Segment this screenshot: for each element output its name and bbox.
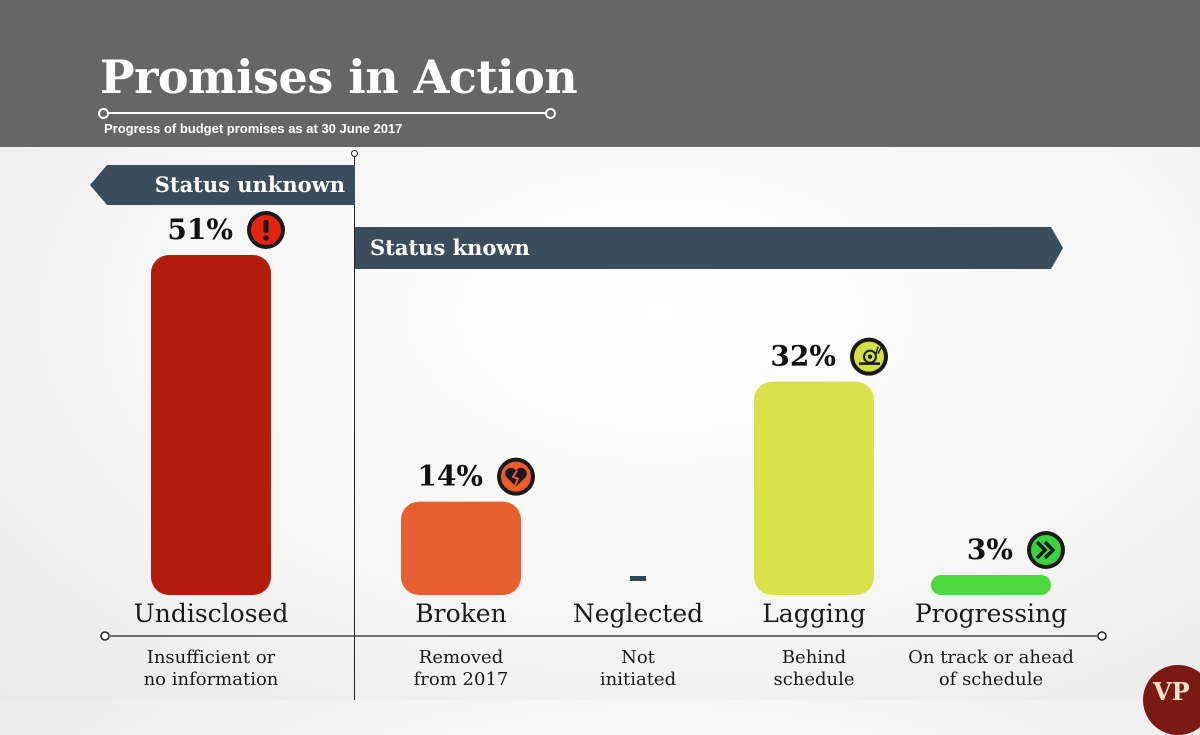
category-description-progressing-1: On track or ahead	[908, 647, 1074, 668]
group-divider-cap	[351, 150, 358, 157]
axis-end-left	[100, 631, 110, 641]
underline-end-right	[545, 108, 556, 119]
category-label-progressing: Progressing	[915, 599, 1067, 628]
category-description-undisclosed-1: Insufficient or	[147, 647, 276, 668]
category-label-undisclosed: Undisclosed	[134, 599, 289, 628]
category-description-broken-1: Removed	[419, 647, 503, 668]
page-subtitle: Progress of budget promises as at 30 Jun…	[104, 121, 403, 136]
title-underline	[104, 112, 550, 114]
underline-end-left	[98, 108, 109, 119]
bar-broken	[401, 501, 521, 595]
double-chevron-right-icon	[1027, 531, 1065, 569]
bar-progressing	[931, 575, 1051, 595]
category-description-progressing-2: of schedule	[939, 669, 1043, 690]
value-label-lagging: 32%	[770, 340, 836, 373]
value-label-undisclosed: 51%	[167, 213, 233, 246]
bar-lagging	[754, 381, 874, 595]
category-label-neglected: Neglected	[573, 599, 703, 628]
status-unknown-banner: Status unknown	[90, 165, 355, 205]
category-description-lagging-2: schedule	[773, 669, 854, 690]
axis-end-right	[1097, 631, 1107, 641]
bar-undisclosed	[151, 255, 271, 595]
category-description-neglected-2: initiated	[600, 669, 676, 690]
logo: VP	[1143, 665, 1200, 735]
page-title: Promises in Action	[100, 50, 578, 104]
bar-neglected	[630, 576, 646, 581]
category-description-lagging-1: Behind	[782, 647, 846, 668]
category-description-undisclosed-2: no information	[144, 669, 279, 690]
category-label-lagging: Lagging	[762, 599, 866, 628]
header: Promises in Action Progress of budget pr…	[0, 0, 1200, 147]
broken-heart-icon	[497, 457, 535, 496]
category-description-broken-2: from 2017	[414, 669, 509, 690]
category-description-neglected-1: Not	[621, 647, 656, 668]
exclamation-icon	[247, 211, 285, 249]
value-label-progressing: 3%	[967, 533, 1013, 566]
category-label-broken: Broken	[415, 599, 506, 628]
group-divider	[354, 155, 355, 700]
value-label-broken: 14%	[417, 460, 483, 493]
snail-icon	[850, 337, 888, 376]
status-known-banner: Status known	[355, 227, 1063, 269]
